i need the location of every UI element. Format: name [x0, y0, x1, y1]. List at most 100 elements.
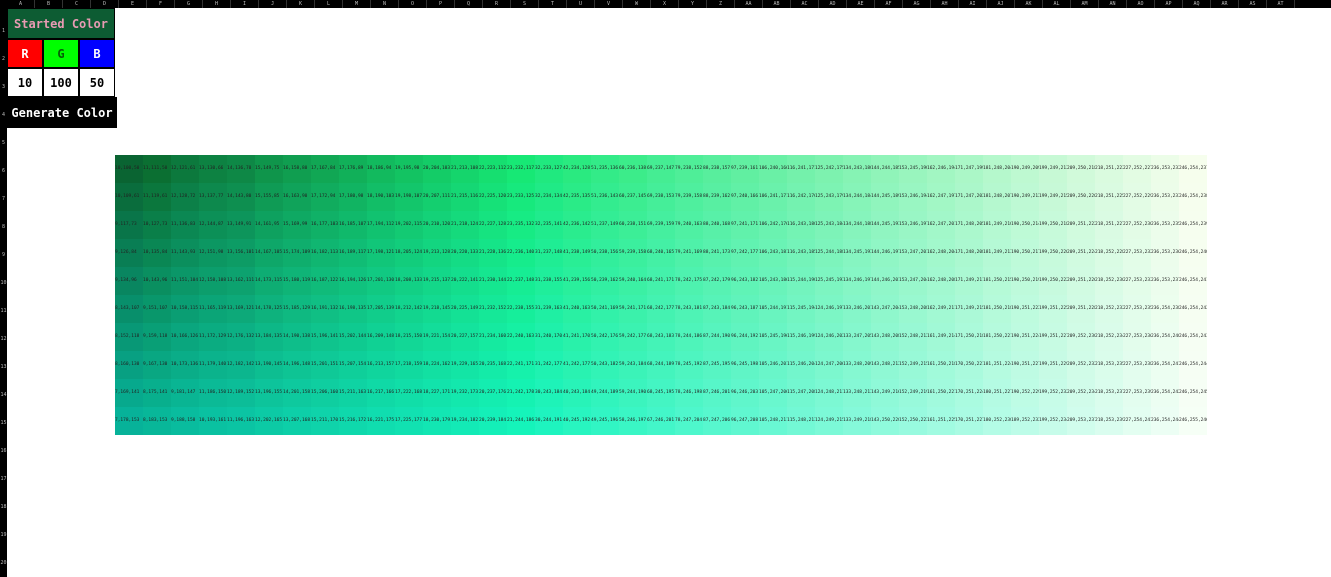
gradient-cell[interactable]: 17,218,159	[395, 351, 423, 379]
gradient-cell[interactable]: 16,163,90	[283, 183, 311, 211]
gradient-cell[interactable]: 199,250,218	[1039, 211, 1067, 239]
column-header-ao[interactable]: AO	[1127, 0, 1155, 8]
gradient-cell[interactable]: 124,247,206	[815, 351, 843, 379]
row-header-1[interactable]: 1	[1, 28, 5, 34]
gradient-cell[interactable]: 171,247,202	[955, 183, 983, 211]
gradient-cell[interactable]: 162,248,204	[927, 239, 955, 267]
gradient-cell[interactable]: 12,158,108	[199, 267, 227, 295]
gradient-cell[interactable]: 41,238,149	[563, 239, 591, 267]
gradient-cell[interactable]: 105,247,206	[759, 379, 787, 407]
gradient-cell[interactable]: 18,212,142	[395, 295, 423, 323]
gradient-cell[interactable]: 246,254,239	[1179, 211, 1207, 239]
gradient-cell[interactable]: 96,247,208	[731, 407, 759, 435]
gradient-cell[interactable]: 20,204,103	[423, 155, 451, 183]
gradient-cell[interactable]: 116,243,180	[787, 211, 815, 239]
gradient-cell[interactable]: 16,185,107	[339, 211, 367, 239]
gradient-cell[interactable]: 78,244,186	[675, 323, 703, 351]
gradient-cell[interactable]: 17,167,84	[311, 155, 339, 183]
gradient-cell[interactable]: 218,251,225	[1095, 183, 1123, 211]
gradient-cell[interactable]: 190,251,222	[1011, 295, 1039, 323]
gradient-cell[interactable]: 68,243,183	[647, 323, 675, 351]
gradient-cell[interactable]: 21,232,152	[479, 295, 507, 323]
gradient-cell[interactable]: 199,249,215	[1039, 183, 1067, 211]
row-header-2[interactable]: 2	[1, 56, 5, 62]
gradient-cell[interactable]: 69,238,153	[647, 183, 675, 211]
gradient-cell[interactable]: 15,185,129	[283, 295, 311, 323]
gradient-cell[interactable]: 143,249,216	[871, 379, 899, 407]
gradient-cell[interactable]: 181,250,215	[983, 267, 1011, 295]
column-header-al[interactable]: AL	[1043, 0, 1071, 8]
gradient-cell[interactable]: 15,207,154	[339, 351, 367, 379]
gradient-cell[interactable]: 14,173,115	[255, 267, 283, 295]
gradient-cell[interactable]: 236,254,241	[1151, 351, 1179, 379]
gradient-cell[interactable]: 218,253,239	[1095, 407, 1123, 435]
gradient-cell[interactable]: 209,252,230	[1067, 323, 1095, 351]
gradient-cell[interactable]: 78,242,175	[675, 267, 703, 295]
column-header-t[interactable]: T	[539, 0, 567, 8]
gradient-cell[interactable]: 22,236,140	[507, 239, 535, 267]
gradient-cell[interactable]: 153,247,201	[899, 239, 927, 267]
gradient-cell[interactable]: 21,213,108	[451, 155, 479, 183]
gradient-cell[interactable]: 11,119,61	[143, 183, 171, 211]
gradient-cell[interactable]: 115,244,190	[787, 267, 815, 295]
gradient-cell[interactable]: 18,224,162	[423, 351, 451, 379]
row-header-10[interactable]: 10	[0, 280, 7, 286]
gradient-cell[interactable]: 18,208,133	[395, 267, 423, 295]
gradient-cell[interactable]: 20,237,176	[479, 379, 507, 407]
gradient-cell[interactable]: 68,241,171	[647, 267, 675, 295]
gradient-cell[interactable]: 17,205,139	[367, 295, 395, 323]
gradient-cell[interactable]: 171,249,211	[955, 267, 983, 295]
gradient-cell[interactable]: 227,252,229	[1123, 183, 1151, 211]
gradient-cell[interactable]: 20,222,141	[451, 267, 479, 295]
gradient-cell[interactable]: 21,228,136	[479, 239, 507, 267]
gradient-cell[interactable]: 190,251,227	[1011, 351, 1039, 379]
gradient-cell[interactable]: 181,248,207	[983, 183, 1011, 211]
gradient-cell[interactable]: 42,236,142	[563, 211, 591, 239]
gradient-cell[interactable]: 105,248,211	[759, 407, 787, 435]
gradient-cell[interactable]: 246,255,246	[1179, 407, 1207, 435]
gradient-cell[interactable]: 60,238,151	[619, 211, 647, 239]
gradient-cell[interactable]: 68,242,177	[647, 295, 675, 323]
gradient-cell[interactable]: 14,196,148	[283, 351, 311, 379]
gradient-cell[interactable]: 190,250,217	[1011, 239, 1039, 267]
gradient-cell[interactable]: 236,254,244	[1151, 407, 1179, 435]
column-header-af[interactable]: AF	[875, 0, 903, 8]
gradient-cell[interactable]: 7,169,141	[115, 379, 143, 407]
gradient-cell[interactable]: 20,225,149	[451, 295, 479, 323]
gradient-cell[interactable]: 21,234,160	[479, 323, 507, 351]
gradient-cell[interactable]: 59,244,190	[619, 379, 647, 407]
row-header-19[interactable]: 19	[0, 532, 7, 538]
gradient-cell[interactable]: 236,253,232	[1151, 155, 1179, 183]
gradient-cell[interactable]: 97,239,161	[731, 155, 759, 183]
gradient-cell[interactable]: 133,248,209	[843, 351, 871, 379]
gradient-cell[interactable]: 181,249,213	[983, 239, 1011, 267]
gradient-cell[interactable]: 19,229,165	[451, 351, 479, 379]
gradient-cell[interactable]: 15,149,75	[255, 155, 283, 183]
gradient-cell[interactable]: 181,251,224	[983, 351, 1011, 379]
gradient-cell[interactable]: 133,249,218	[843, 407, 871, 435]
gradient-cell[interactable]: 20,239,184	[479, 407, 507, 435]
gradient-cell[interactable]: 10,193,161	[199, 407, 227, 435]
gradient-cell[interactable]: 42,234,128	[563, 155, 591, 183]
gradient-cell[interactable]: 170,251,224	[955, 379, 983, 407]
gradient-cell[interactable]: 144,245,189	[871, 183, 899, 211]
gradient-cell[interactable]: 236,254,242	[1151, 379, 1179, 407]
gradient-cell[interactable]: 227,252,227	[1123, 155, 1151, 183]
gradient-cell[interactable]: 14,143,80	[227, 183, 255, 211]
row-header-20[interactable]: 20	[0, 560, 7, 566]
column-header-b[interactable]: B	[35, 0, 63, 8]
gradient-cell[interactable]: 218,253,235	[1095, 351, 1123, 379]
gradient-cell[interactable]: 88,240,168	[703, 211, 731, 239]
gradient-cell[interactable]: 21,244,186	[507, 407, 535, 435]
gradient-cell[interactable]: 143,248,212	[871, 351, 899, 379]
gradient-cell[interactable]: 50,242,176	[591, 323, 619, 351]
gradient-cell[interactable]: 106,242,176	[759, 211, 787, 239]
gradient-cell[interactable]: 19,232,173	[451, 379, 479, 407]
gradient-cell[interactable]: 10,166,126	[171, 323, 199, 351]
column-header-o[interactable]: O	[399, 0, 427, 8]
gradient-cell[interactable]: 209,252,234	[1067, 379, 1095, 407]
gradient-cell[interactable]: 32,235,141	[535, 211, 563, 239]
gradient-cell[interactable]: 18,190,103	[367, 183, 395, 211]
gradient-cell[interactable]: 16,158,80	[283, 155, 311, 183]
gradient-cell[interactable]: 236,253,237	[1151, 267, 1179, 295]
